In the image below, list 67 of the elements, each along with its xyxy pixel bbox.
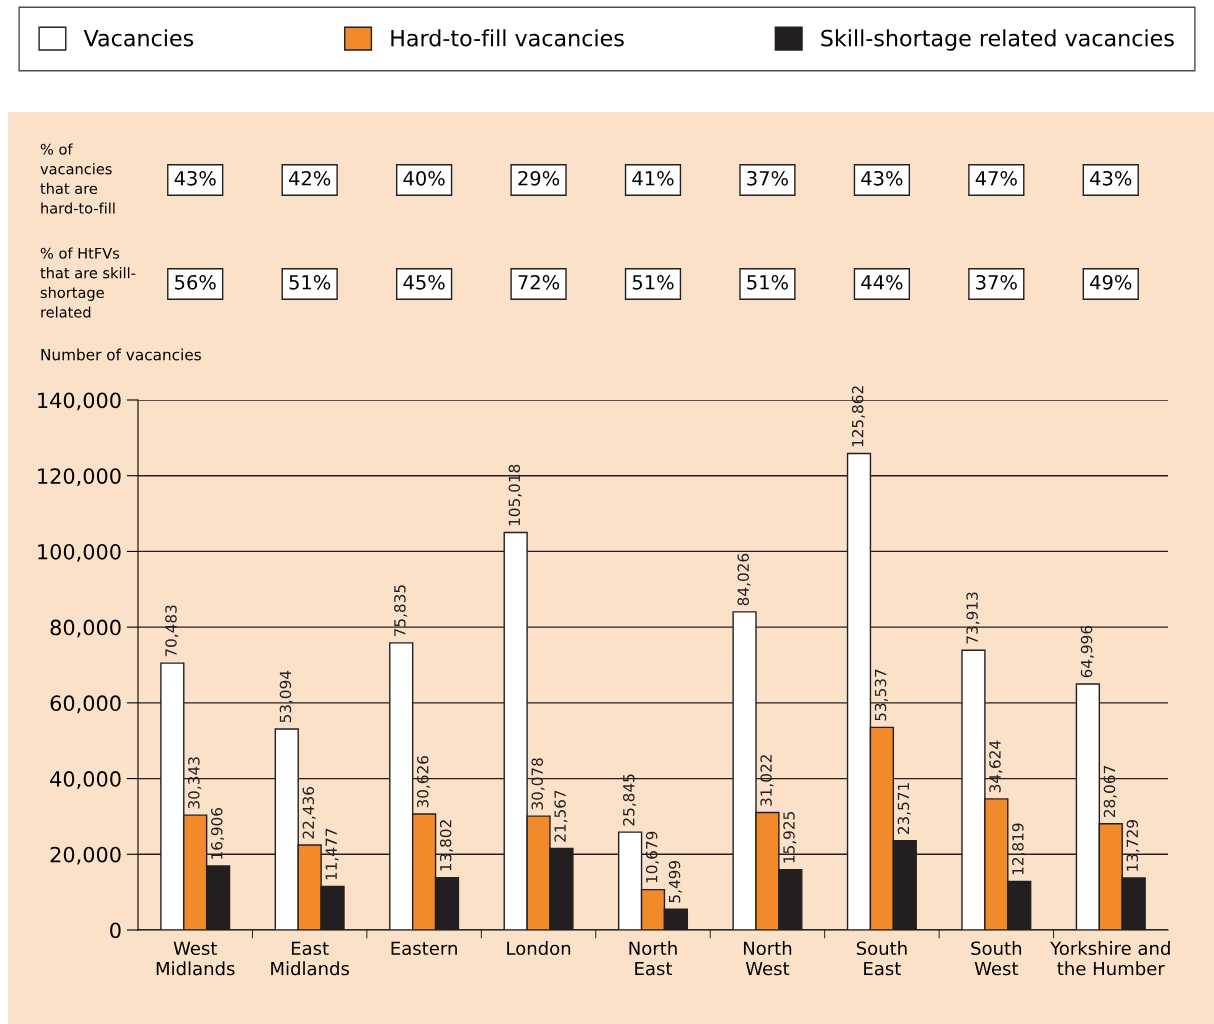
data-label: 28,067 (1103, 766, 1117, 818)
text: 43% (1090, 170, 1132, 186)
x-tick-label: East Midlands (271, 941, 350, 976)
data-label: 70,483 (165, 605, 179, 657)
text: % of vacancies that are hard-to-fill (40, 143, 115, 214)
y-tick-label: 0 (110, 922, 121, 939)
x-tick-label: Yorkshire and the Humber (1050, 941, 1170, 976)
data-label: 73,913 (966, 592, 980, 644)
data-label: 10,679 (645, 831, 659, 883)
text: 49% (1090, 274, 1132, 290)
text: 51% (289, 274, 331, 290)
x-tick-label: North West (743, 941, 792, 976)
data-label: 53,537 (874, 669, 888, 721)
x-tick-label: London (507, 941, 571, 956)
legend-label: Skill-shortage related vacancies (821, 29, 1174, 51)
text: 44% (861, 274, 903, 290)
text: 43% (174, 170, 216, 186)
data-label: 105,018 (508, 464, 522, 526)
text: 37% (976, 274, 1017, 290)
text: % of HtFVs that are skill- shortage related (40, 247, 136, 318)
text: 29% (518, 170, 560, 186)
y-tick-label: 80,000 (50, 619, 121, 638)
data-label: 30,626 (416, 756, 431, 808)
x-tick-label: North East (629, 941, 677, 976)
data-label: 11,477 (325, 828, 339, 880)
y-tick-label: 100,000 (38, 543, 121, 562)
text: 43% (861, 170, 903, 186)
legend-label: Hard-to-fill vacancies (391, 29, 624, 47)
y-tick-label: 140,000 (38, 392, 121, 411)
data-label: 84,026 (737, 553, 751, 606)
data-label: 21,567 (554, 790, 568, 842)
data-label: 23,571 (897, 783, 911, 835)
y-tick-label: 120,000 (38, 468, 121, 487)
text: 47% (975, 170, 1017, 186)
x-tick-label: West Midlands (156, 941, 235, 976)
data-label: 30,343 (188, 757, 202, 809)
text: 37% (747, 170, 788, 186)
data-label: 25,845 (622, 774, 637, 826)
x-tick-label: South East (856, 941, 907, 976)
text: 42% (289, 170, 331, 186)
y-tick-label: 60,000 (50, 695, 121, 714)
text: 45% (403, 274, 445, 290)
legend-label: Vacancies (83, 29, 194, 47)
y-tick-label: 20,000 (50, 846, 121, 865)
data-label: 13,802 (439, 820, 453, 871)
text: 72% (518, 274, 560, 290)
data-label: 75,835 (394, 585, 408, 637)
data-label: 30,078 (531, 758, 545, 810)
data-label: 13,729 (1126, 820, 1140, 871)
data-label: 12,819 (1012, 823, 1026, 875)
data-label: 31,022 (760, 755, 774, 806)
text: 41% (632, 170, 674, 186)
data-label: 15,925 (783, 812, 797, 863)
data-label: 64,996 (1080, 625, 1094, 678)
text: 51% (632, 274, 674, 290)
text: 56% (175, 274, 216, 290)
data-label: 53,094 (279, 670, 293, 723)
data-label: 22,436 (302, 787, 316, 839)
x-tick-label: South West (971, 941, 1022, 976)
y-tick-label: 40,000 (50, 771, 121, 789)
x-tick-label: Eastern (391, 941, 457, 956)
data-label: 34,624 (989, 740, 1003, 793)
y-axis-title: Number of vacancies (41, 348, 201, 361)
text: 40% (403, 170, 445, 186)
data-label: 125,862 (851, 386, 865, 447)
data-label: 5,499 (668, 860, 682, 903)
text: 51% (747, 274, 788, 290)
